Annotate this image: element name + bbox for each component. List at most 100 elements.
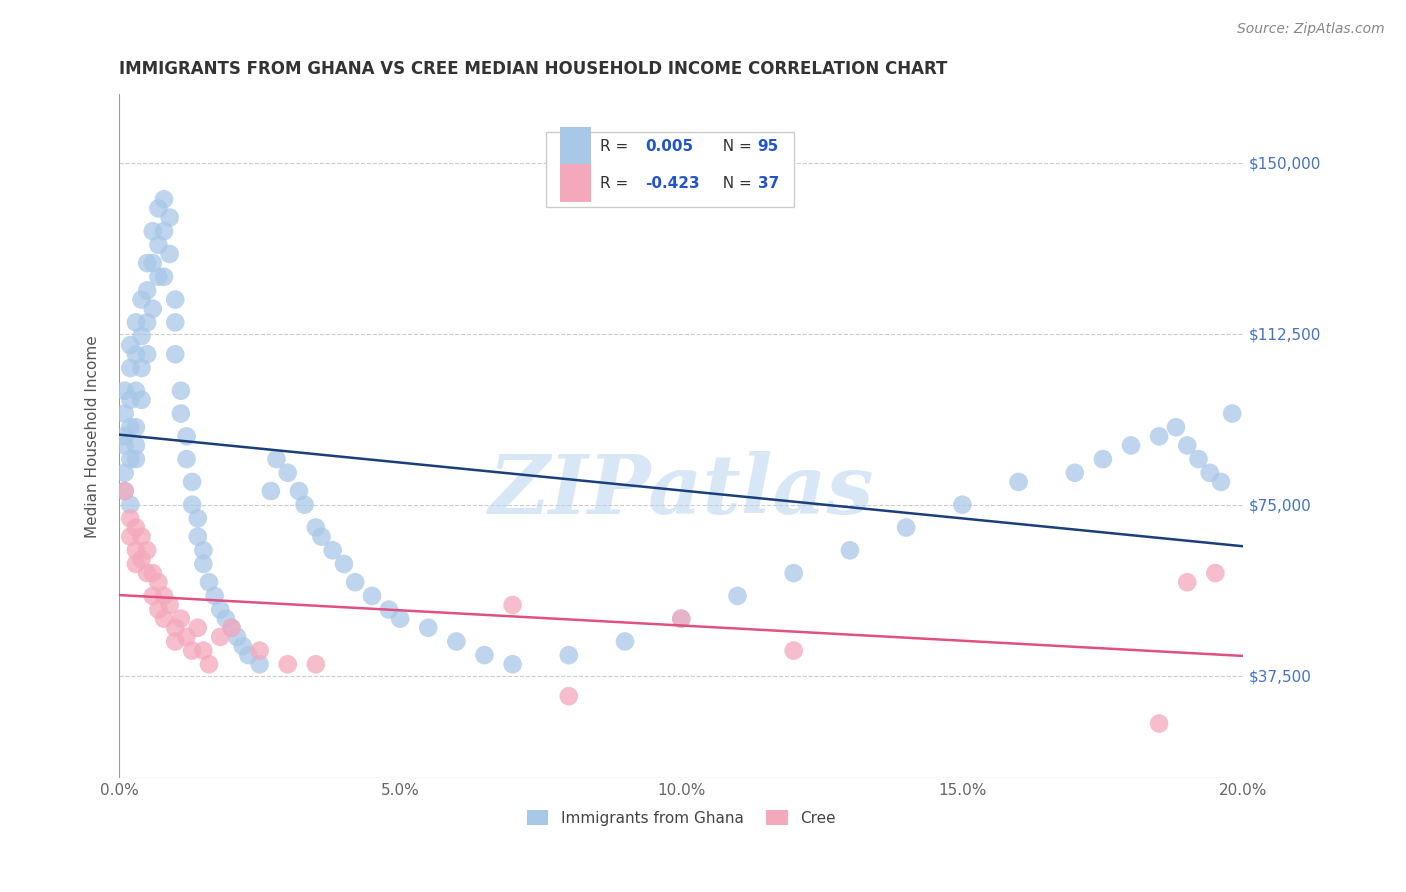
Point <box>266 452 288 467</box>
Point <box>193 643 215 657</box>
Point <box>950 498 973 512</box>
Text: 37: 37 <box>758 176 779 191</box>
Point <box>148 575 170 590</box>
Point <box>125 557 148 571</box>
Point <box>136 566 159 580</box>
Point <box>614 634 637 648</box>
Point <box>389 612 412 626</box>
Point <box>783 643 806 657</box>
Point <box>125 347 148 361</box>
Point <box>153 224 176 238</box>
Point <box>136 315 159 329</box>
Point <box>1147 429 1170 443</box>
Point <box>1091 452 1114 467</box>
Point <box>1063 466 1085 480</box>
Point <box>193 557 215 571</box>
Point <box>142 224 165 238</box>
Point <box>288 483 311 498</box>
Point <box>1175 438 1198 452</box>
Point <box>232 639 254 653</box>
Point <box>187 621 209 635</box>
Point <box>558 648 581 662</box>
Point <box>176 429 198 443</box>
Point <box>277 657 299 672</box>
Point <box>148 602 170 616</box>
Point <box>153 589 176 603</box>
Point <box>120 338 142 352</box>
Point <box>170 407 193 421</box>
Point <box>114 466 136 480</box>
Point <box>142 566 165 580</box>
Point <box>181 475 204 489</box>
Point <box>418 621 440 635</box>
Point <box>131 530 153 544</box>
Text: N =: N = <box>713 139 756 154</box>
Point <box>1147 716 1170 731</box>
Point <box>558 689 581 703</box>
Point <box>305 520 328 534</box>
Point <box>1175 575 1198 590</box>
Point <box>322 543 344 558</box>
Text: R =: R = <box>600 139 634 154</box>
Point <box>1209 475 1232 489</box>
FancyBboxPatch shape <box>560 128 592 165</box>
Point <box>502 598 524 612</box>
Point <box>187 511 209 525</box>
Point <box>204 589 226 603</box>
Point <box>120 420 142 434</box>
Point <box>1164 420 1187 434</box>
Point <box>136 543 159 558</box>
Point <box>125 438 148 452</box>
Point <box>671 612 693 626</box>
FancyBboxPatch shape <box>547 132 794 207</box>
Point <box>446 634 468 648</box>
Text: ZIPatlas: ZIPatlas <box>488 451 875 531</box>
Point <box>502 657 524 672</box>
Point <box>131 552 153 566</box>
Point <box>671 612 693 626</box>
Point <box>193 543 215 558</box>
Point <box>165 634 187 648</box>
Point <box>838 543 860 558</box>
Point <box>120 498 142 512</box>
Point <box>125 520 148 534</box>
Text: 0.005: 0.005 <box>645 139 693 154</box>
Text: R =: R = <box>600 176 634 191</box>
Point <box>221 621 243 635</box>
Point <box>114 483 136 498</box>
Point <box>165 621 187 635</box>
Point <box>209 602 232 616</box>
Point <box>142 301 165 316</box>
Point <box>727 589 749 603</box>
Point <box>114 407 136 421</box>
Text: N =: N = <box>713 176 756 191</box>
Point <box>221 621 243 635</box>
Point <box>181 498 204 512</box>
Y-axis label: Median Household Income: Median Household Income <box>86 335 100 538</box>
Point <box>187 530 209 544</box>
Point <box>1204 566 1226 580</box>
Point <box>176 630 198 644</box>
Point <box>170 612 193 626</box>
Point <box>142 589 165 603</box>
Point <box>894 520 917 534</box>
Point <box>120 360 142 375</box>
Point <box>249 657 271 672</box>
Point <box>153 192 176 206</box>
Point <box>361 589 384 603</box>
Point <box>165 347 187 361</box>
Point <box>294 498 316 512</box>
Point <box>333 557 356 571</box>
Point <box>1198 466 1220 480</box>
Point <box>131 360 153 375</box>
Point <box>165 315 187 329</box>
Point <box>148 202 170 216</box>
Point <box>181 643 204 657</box>
Point <box>125 420 148 434</box>
Point <box>125 384 148 398</box>
Point <box>114 429 136 443</box>
FancyBboxPatch shape <box>560 164 592 202</box>
Point <box>125 543 148 558</box>
Point <box>131 392 153 407</box>
Point <box>159 247 181 261</box>
